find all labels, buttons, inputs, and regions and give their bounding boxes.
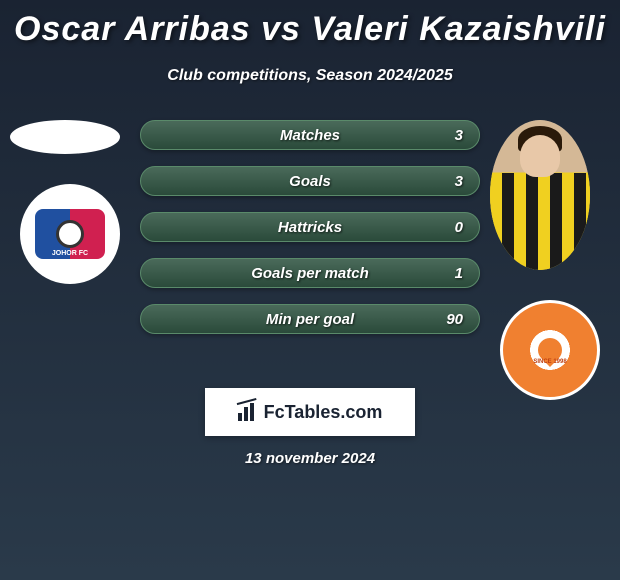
stat-row-goals: Goals 3 (140, 166, 480, 196)
stat-label: Min per goal (266, 311, 354, 328)
brand-label: FcTables.com (264, 402, 383, 423)
page-subtitle: Club competitions, Season 2024/2025 (0, 67, 620, 85)
club-logo-left-label: JOHOR FC (35, 250, 105, 257)
stat-value-right: 90 (446, 311, 463, 328)
club-logo-right: LUNENG TAISHAN SINCE 1998 (500, 300, 600, 400)
page-title: Oscar Arribas vs Valeri Kazaishvili (0, 0, 620, 49)
stat-label: Hattricks (278, 219, 342, 236)
brand-text: FcTables.com (238, 402, 383, 423)
stat-value-right: 3 (455, 173, 463, 190)
brand-box: FcTables.com (205, 388, 415, 436)
club-logo-right-label-bottom: SINCE 1998 (533, 359, 566, 365)
stat-label: Matches (280, 127, 340, 144)
player-face (520, 135, 560, 177)
stat-value-right: 3 (455, 127, 463, 144)
stat-row-hattricks: Hattricks 0 (140, 212, 480, 242)
stat-row-matches: Matches 3 (140, 120, 480, 150)
club-logo-left-badge: JOHOR FC (35, 209, 105, 259)
club-logo-left-emblem (56, 220, 84, 248)
player-right-image (490, 120, 590, 270)
player-right-portrait (490, 120, 590, 270)
club-logo-left: JOHOR FC (20, 184, 120, 284)
chart-icon (238, 403, 260, 421)
stats-container: Matches 3 Goals 3 Hattricks 0 Goals per … (140, 120, 480, 350)
club-logo-right-label-top: LUNENG TAISHAN (523, 315, 576, 321)
stat-row-goals-per-match: Goals per match 1 (140, 258, 480, 288)
player-jersey-stripes (490, 173, 590, 271)
player-left-portrait (10, 120, 120, 154)
date-text: 13 november 2024 (245, 450, 375, 467)
stat-label: Goals (289, 173, 331, 190)
stat-label: Goals per match (251, 265, 369, 282)
stat-value-right: 1 (455, 265, 463, 282)
stat-row-min-per-goal: Min per goal 90 (140, 304, 480, 334)
stat-value-right: 0 (455, 219, 463, 236)
